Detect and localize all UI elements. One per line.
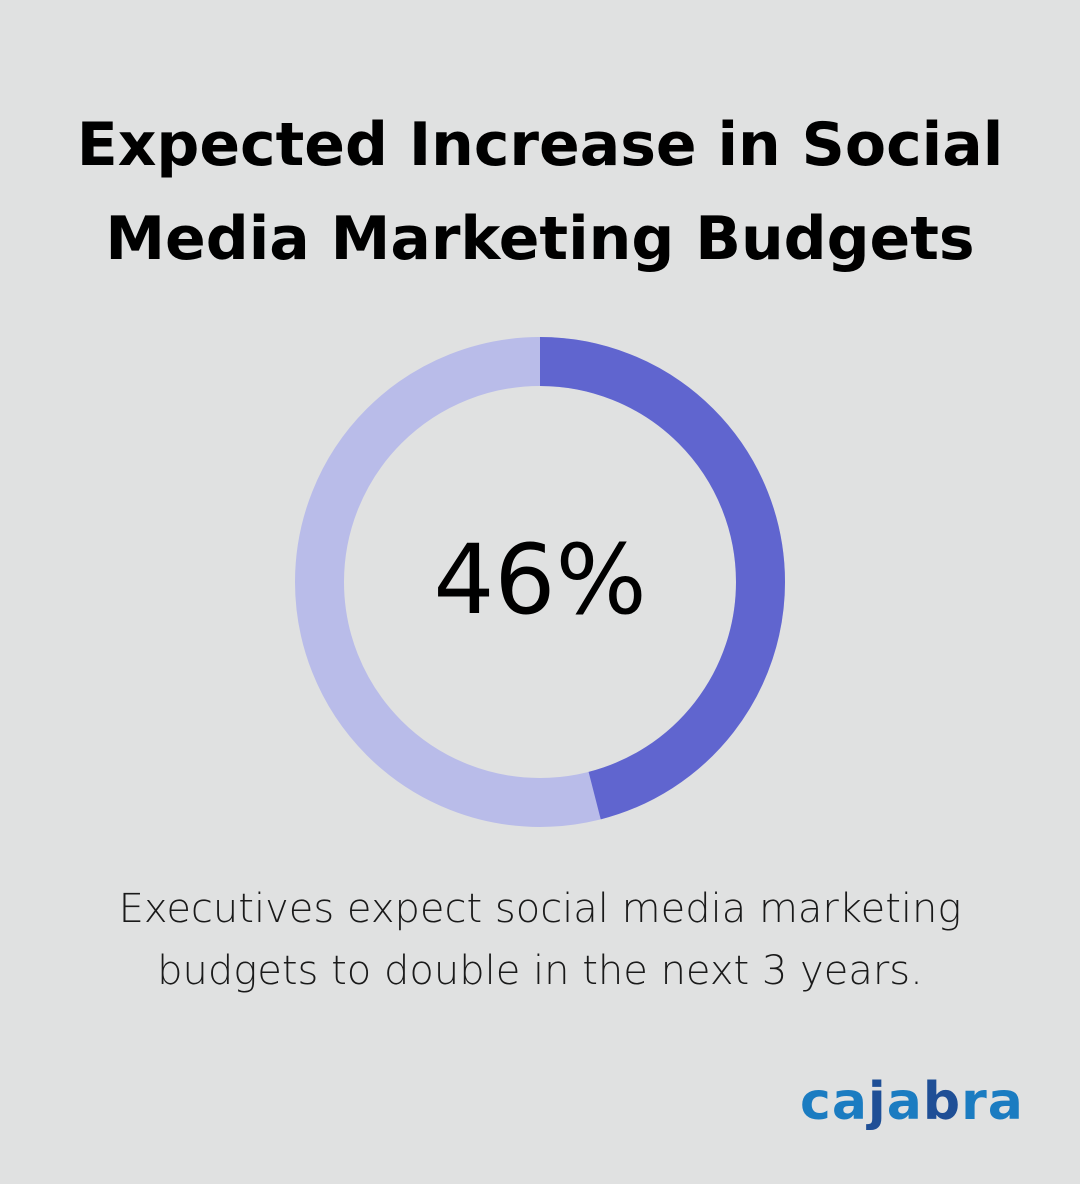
brand-text-part: b <box>922 1072 962 1132</box>
caption-line-2: budgets to double in the next 3 years. <box>157 948 923 994</box>
brand-text-part: j <box>867 1072 887 1132</box>
title-line-1: Expected Increase in Social <box>76 110 1004 180</box>
title-line-2: Media Marketing Budgets <box>105 204 975 274</box>
brand-text-part: ca <box>800 1072 868 1132</box>
caption-line-1: Executives expect social media marketing <box>118 886 962 932</box>
chart-caption: Executives expect social media marketing… <box>0 878 1080 1002</box>
brand-logo: cajabra <box>800 1072 1024 1132</box>
donut-svg <box>295 337 785 827</box>
brand-text-part: ra <box>961 1072 1024 1132</box>
donut-center-value: 46% <box>433 524 647 636</box>
donut-chart: 46% <box>290 332 790 832</box>
chart-title: Expected Increase in Social Media Market… <box>0 98 1080 286</box>
brand-text-part: a <box>886 1072 923 1132</box>
donut-value-segment <box>295 337 785 827</box>
